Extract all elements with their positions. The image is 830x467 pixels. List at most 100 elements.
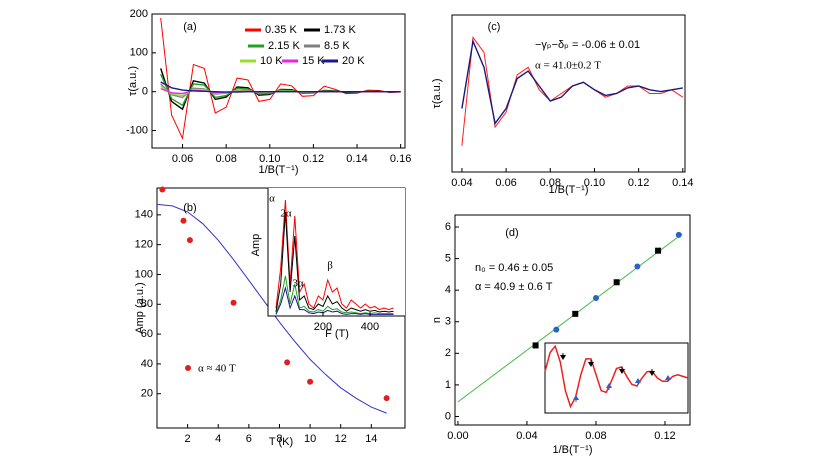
inset-bg	[268, 188, 405, 316]
inset-line	[275, 286, 394, 315]
y-tick-label: 40	[141, 358, 153, 370]
inset-arrow	[560, 353, 566, 360]
x-tick-label: 0.06	[495, 177, 516, 189]
panel-label: (b)	[183, 202, 196, 214]
x-tick-label: 10	[304, 433, 316, 445]
point	[592, 295, 599, 302]
point	[655, 247, 662, 254]
inset-arrow	[588, 360, 594, 367]
series-line	[160, 17, 401, 141]
x-tick-label: 0.10	[584, 177, 605, 189]
inset-axes	[267, 188, 405, 317]
x-tick-label: 14	[365, 433, 377, 445]
plot-frame	[454, 214, 691, 426]
legend-label: 1.73 K	[324, 24, 356, 36]
y-axis-label: Amp (a.u.)	[134, 282, 146, 333]
inset-arrow	[619, 367, 625, 374]
inset-arrow	[606, 383, 612, 390]
y-tick-label: 2	[445, 347, 451, 359]
y-tick-label: 140	[135, 209, 153, 221]
legend-label: 8.5 K	[324, 40, 350, 52]
point	[383, 395, 390, 402]
legend-label: 0.35 K	[265, 24, 297, 36]
x-tick-label: 0.04	[516, 430, 537, 442]
point	[307, 378, 314, 385]
inset-arrow	[665, 375, 671, 382]
y-tick-label: 6	[445, 221, 451, 233]
inset-annotation: α	[269, 193, 275, 205]
inset-annotation: 3α	[292, 278, 304, 290]
inset-y-label: Amp	[250, 234, 262, 257]
x-tick-label: 0.00	[447, 430, 468, 442]
x-tick-label: 0.08	[585, 430, 606, 442]
y-axis-label: τ(a.u.)	[127, 66, 139, 96]
y-tick-label: -100	[126, 124, 148, 136]
fit-line	[457, 233, 683, 403]
x-tick-label: 0.12	[628, 177, 649, 189]
y-axis-label: τ(a.u.)	[431, 78, 443, 108]
annotation: n₀ = 0.46 ± 0.05	[475, 262, 553, 274]
annotation: α = 41.0±0.2 T	[535, 60, 601, 72]
x-axis-label: 1/B(T⁻¹)	[258, 164, 298, 176]
legend-swatch	[185, 365, 191, 371]
x-tick-label: 0.12	[654, 430, 675, 442]
point	[572, 310, 579, 317]
inset-line	[275, 275, 394, 315]
inset-annotation: β	[327, 260, 333, 272]
y-tick-label: 60	[141, 328, 153, 340]
x-tick-label: 0.10	[259, 153, 280, 165]
legend-label: 20 K	[342, 55, 365, 67]
x-tick-label: 8	[276, 433, 282, 445]
x-tick-label: 400	[361, 321, 379, 333]
panel-label: (a)	[183, 21, 196, 33]
y-tick-label: 120	[135, 239, 153, 251]
panel-label: (d)	[505, 227, 518, 239]
y-tick-label: 0	[445, 410, 451, 422]
inset-arrow	[573, 395, 579, 402]
point	[180, 217, 187, 224]
y-axis-label: n	[431, 317, 443, 323]
x-axis-label: 1/B(T⁻¹)	[548, 184, 588, 196]
x-tick-label: 0.04	[451, 177, 472, 189]
legend-label: 15 K	[302, 55, 325, 67]
x-tick-label: 12	[335, 433, 347, 445]
x-tick-label: 0.12	[303, 153, 324, 165]
point	[186, 237, 193, 244]
inset-arrow	[649, 369, 655, 376]
y-tick-label: 80	[141, 298, 153, 310]
y-tick-label: 100	[130, 47, 148, 59]
inset-annotation: 2α	[280, 208, 292, 220]
point	[553, 326, 560, 333]
series-line	[461, 36, 684, 146]
x-tick-label: 0.08	[215, 153, 236, 165]
point	[159, 186, 166, 193]
point	[532, 342, 539, 349]
x-tick-label: 200	[314, 321, 332, 333]
x-tick-label: 0.14	[346, 153, 367, 165]
y-tick-label: 100	[135, 268, 153, 280]
series-line	[160, 81, 401, 93]
point	[675, 231, 682, 238]
annotation: α = 40.9 ± 0.6 T	[475, 281, 553, 293]
series-line	[461, 38, 683, 126]
point	[613, 279, 620, 286]
x-tick-label: 4	[215, 433, 221, 445]
x-tick-label: 2	[185, 433, 191, 445]
x-tick-label: 0.16	[390, 153, 411, 165]
x-tick-label: 6	[246, 433, 252, 445]
y-tick-label: 200	[130, 8, 148, 20]
y-tick-label: 1	[445, 379, 451, 391]
inset-arrow	[635, 378, 641, 385]
y-tick-label: 3	[445, 316, 451, 328]
legend-label: α ≈ 40 T	[198, 363, 236, 375]
y-tick-label: 0	[142, 86, 148, 98]
annotation: −γₚ−δₚ = -0.06 ± 0.01	[535, 39, 640, 51]
y-tick-label: 4	[445, 284, 451, 296]
y-tick-label: 20	[141, 388, 153, 400]
inset-line	[544, 344, 689, 409]
point	[230, 299, 237, 306]
y-tick-label: 5	[445, 252, 451, 264]
x-axis-label: T (K)	[269, 436, 293, 448]
inset-line	[275, 199, 394, 311]
